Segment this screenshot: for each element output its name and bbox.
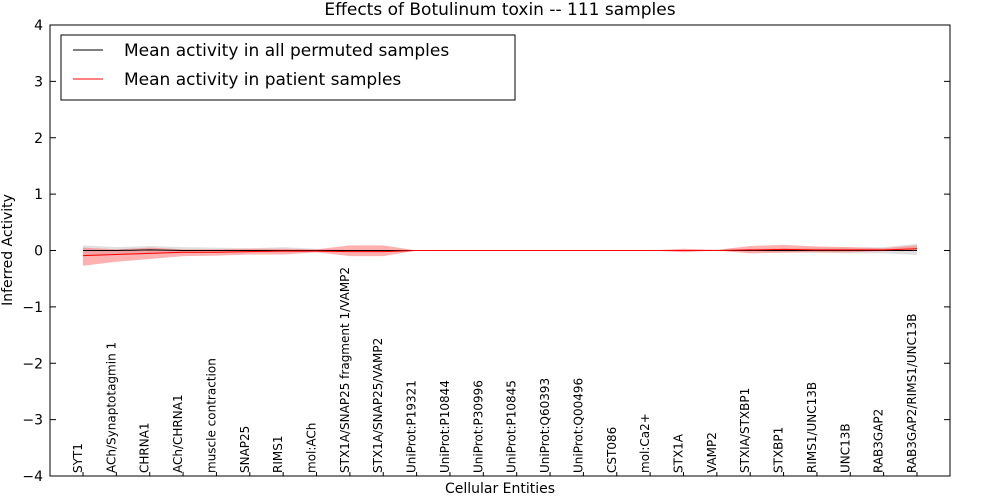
x-category-label: STXIA/STXBP1 [738,388,752,473]
chart-title: Effects of Botulinum toxin -- 111 sample… [324,0,675,20]
x-axis-categories: SYT1 ACh/Synaptotagmin 1 CHRNA1 ACh/CHRNA1 m… [71,267,919,476]
x-category-label: RAB3GAP2/RIMS1/UNC13B [905,313,919,473]
y-tick-label: −1 [22,300,43,316]
x-category-label: STX1A/SNAP25/VAMP2 [371,338,385,473]
y-axis-label: Inferred Activity [0,194,16,306]
x-category-label: SNAP25 [238,426,252,473]
y-tick-label: 2 [34,131,43,147]
legend-box [60,34,516,101]
y-tick-label: −2 [22,356,43,372]
x-category-label: SYT1 [71,443,85,473]
x-category-label: UniProt:Q00496 [571,378,585,473]
series-lines [82,248,918,257]
x-category-label: VAMP2 [705,432,719,473]
y-tick-label: 4 [34,18,43,34]
patient-mean-line [82,248,918,257]
y-tick-label: 1 [34,187,43,203]
legend: Mean activity in all permuted samples Me… [60,34,516,101]
x-category-label: STX1A [671,433,685,473]
x-category-label: UniProt:P30996 [471,380,485,473]
y-tick-label: 3 [34,74,43,90]
x-category-label: UniProt:Q60393 [538,378,552,473]
y-axis: −4 −3 −2 −1 0 1 2 3 4 [22,18,950,485]
x-category-label: CST086 [605,427,619,473]
x-category-label: muscle contraction [204,358,218,473]
x-category-label: mol:Ca2+ [638,413,652,473]
x-category-label: STX1A/SNAP25 fragment 1/VAMP2 [338,267,352,473]
x-axis-label: Cellular Entities [445,481,555,497]
y-tick-label: 0 [34,244,43,260]
legend-label-permuted: Mean activity in all permuted samples [124,41,449,61]
x-category-label: RIMS1 [271,436,285,473]
x-category-label: mol:ACh [305,423,319,473]
x-category-label: STXBP1 [772,427,786,473]
x-category-label: UniProt:P10844 [438,380,452,473]
x-category-label: RIMS1/UNC13B [805,382,819,473]
x-category-label: RAB3GAP2 [872,409,886,473]
y-tick-label: −3 [22,413,43,429]
y-tick-label: −4 [22,469,43,485]
x-category-label: UNC13B [838,423,852,473]
x-category-label: ACh/Synaptotagmin 1 [104,342,118,473]
x-category-label: CHRNA1 [138,422,152,473]
legend-label-patient: Mean activity in patient samples [124,70,401,90]
x-category-label: UniProt:P19321 [405,380,419,473]
x-category-label: UniProt:P10845 [505,380,519,473]
x-category-label: ACh/CHRNA1 [171,394,185,473]
